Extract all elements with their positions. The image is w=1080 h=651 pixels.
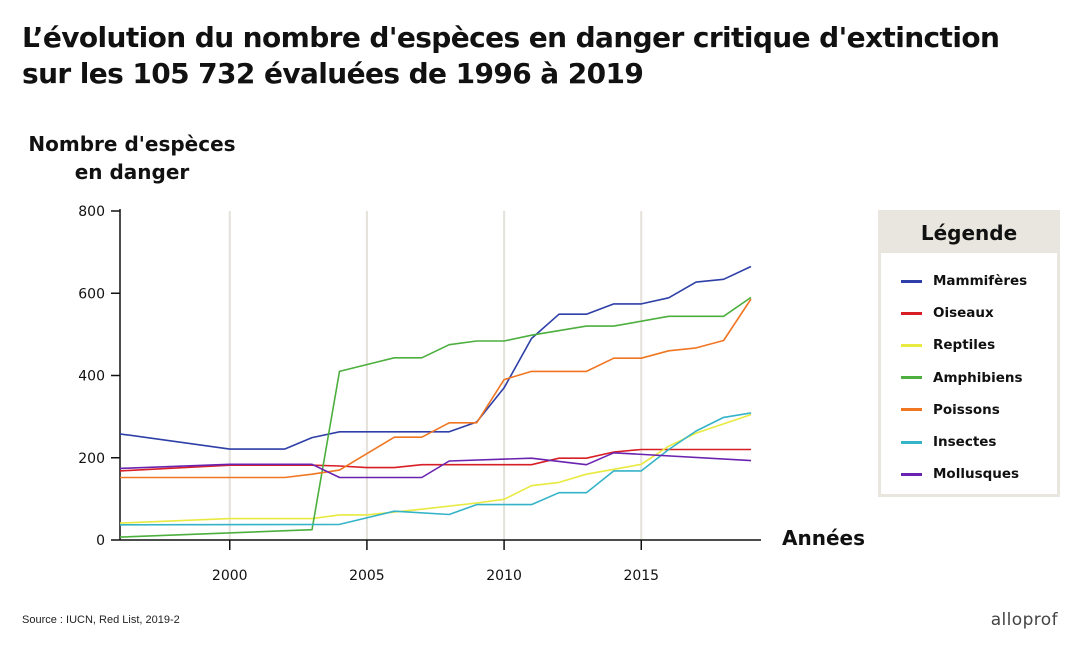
legend-label: Poissons: [933, 401, 1000, 418]
source-note: Source : IUCN, Red List, 2019-2: [22, 614, 180, 626]
series-line-1: [119, 265, 752, 450]
legend-title: Légende: [881, 213, 1057, 253]
legend-label: Insectes: [933, 434, 997, 451]
series-line-2: [119, 448, 751, 472]
brand-logo: alloprof: [990, 610, 1058, 630]
x-tick-label-2000: 2000: [212, 568, 248, 584]
series-layer: [119, 265, 752, 538]
x-axis-label: Années: [782, 526, 865, 550]
legend-label: Mollusques: [933, 466, 1020, 483]
legend-item-7: Mollusques: [881, 458, 1057, 490]
chart-title-line-1: L’évolution du nombre d'espèces en dange…: [22, 21, 1000, 54]
chart-title-line-2: sur les 105 732 évaluées de 1996 à 2019: [22, 57, 644, 90]
legend-swatch: [901, 311, 922, 315]
y-axis-label-line-1: Nombre d'espèces: [28, 132, 236, 156]
legend-label: Reptiles: [933, 337, 996, 354]
chart-title: L’évolution du nombre d'espèces en dange…: [22, 20, 1062, 92]
y-tick-label-400: 400: [78, 369, 105, 385]
series-line-5: [120, 298, 752, 479]
y-tick-label-0: 0: [96, 533, 105, 549]
legend-item-4: Amphibiens: [881, 362, 1057, 394]
y-axis-label: Nombre d'espèces en danger: [22, 130, 242, 186]
series-line-7: [119, 451, 752, 479]
label-layer: 0 200 400 600 800 2000 2005 2010 2015 Années: [78, 204, 865, 584]
legend-swatch: [901, 279, 922, 283]
legend-swatch: [901, 343, 922, 347]
legend-swatch: [901, 376, 922, 380]
series-line-4: [119, 296, 752, 538]
legend-label: Amphibiens: [933, 369, 1023, 386]
legend-list: Mammifères Oiseaux Reptiles Amphibiens Poiss…: [881, 253, 1057, 490]
y-tick-label-200: 200: [78, 451, 105, 467]
axis-layer: [111, 209, 761, 550]
series-line-6: [119, 412, 752, 526]
legend-label: Mammifères: [933, 273, 1028, 290]
legend-label: Oiseaux: [933, 305, 994, 322]
legend-item-2: Oiseaux: [881, 297, 1057, 329]
legend-item-5: Poissons: [881, 394, 1057, 426]
x-tick-label-2005: 2005: [349, 568, 385, 584]
legend-swatch: [901, 472, 922, 476]
legend-item-6: Insectes: [881, 426, 1057, 458]
y-axis-label-line-2: en danger: [74, 160, 190, 184]
y-tick-label-800: 800: [78, 204, 105, 220]
legend-item-1: Mammifères: [881, 265, 1057, 297]
y-tick-label-600: 600: [78, 286, 105, 302]
x-tick-label-2010: 2010: [486, 568, 522, 584]
x-tick-label-2015: 2015: [623, 568, 659, 584]
legend-item-3: Reptiles: [881, 329, 1057, 361]
legend-swatch: [901, 440, 922, 444]
legend: Légende Mammifères Oiseaux Reptiles Amphibi…: [878, 210, 1060, 497]
legend-swatch: [901, 408, 922, 412]
grid-layer: [228, 211, 643, 540]
